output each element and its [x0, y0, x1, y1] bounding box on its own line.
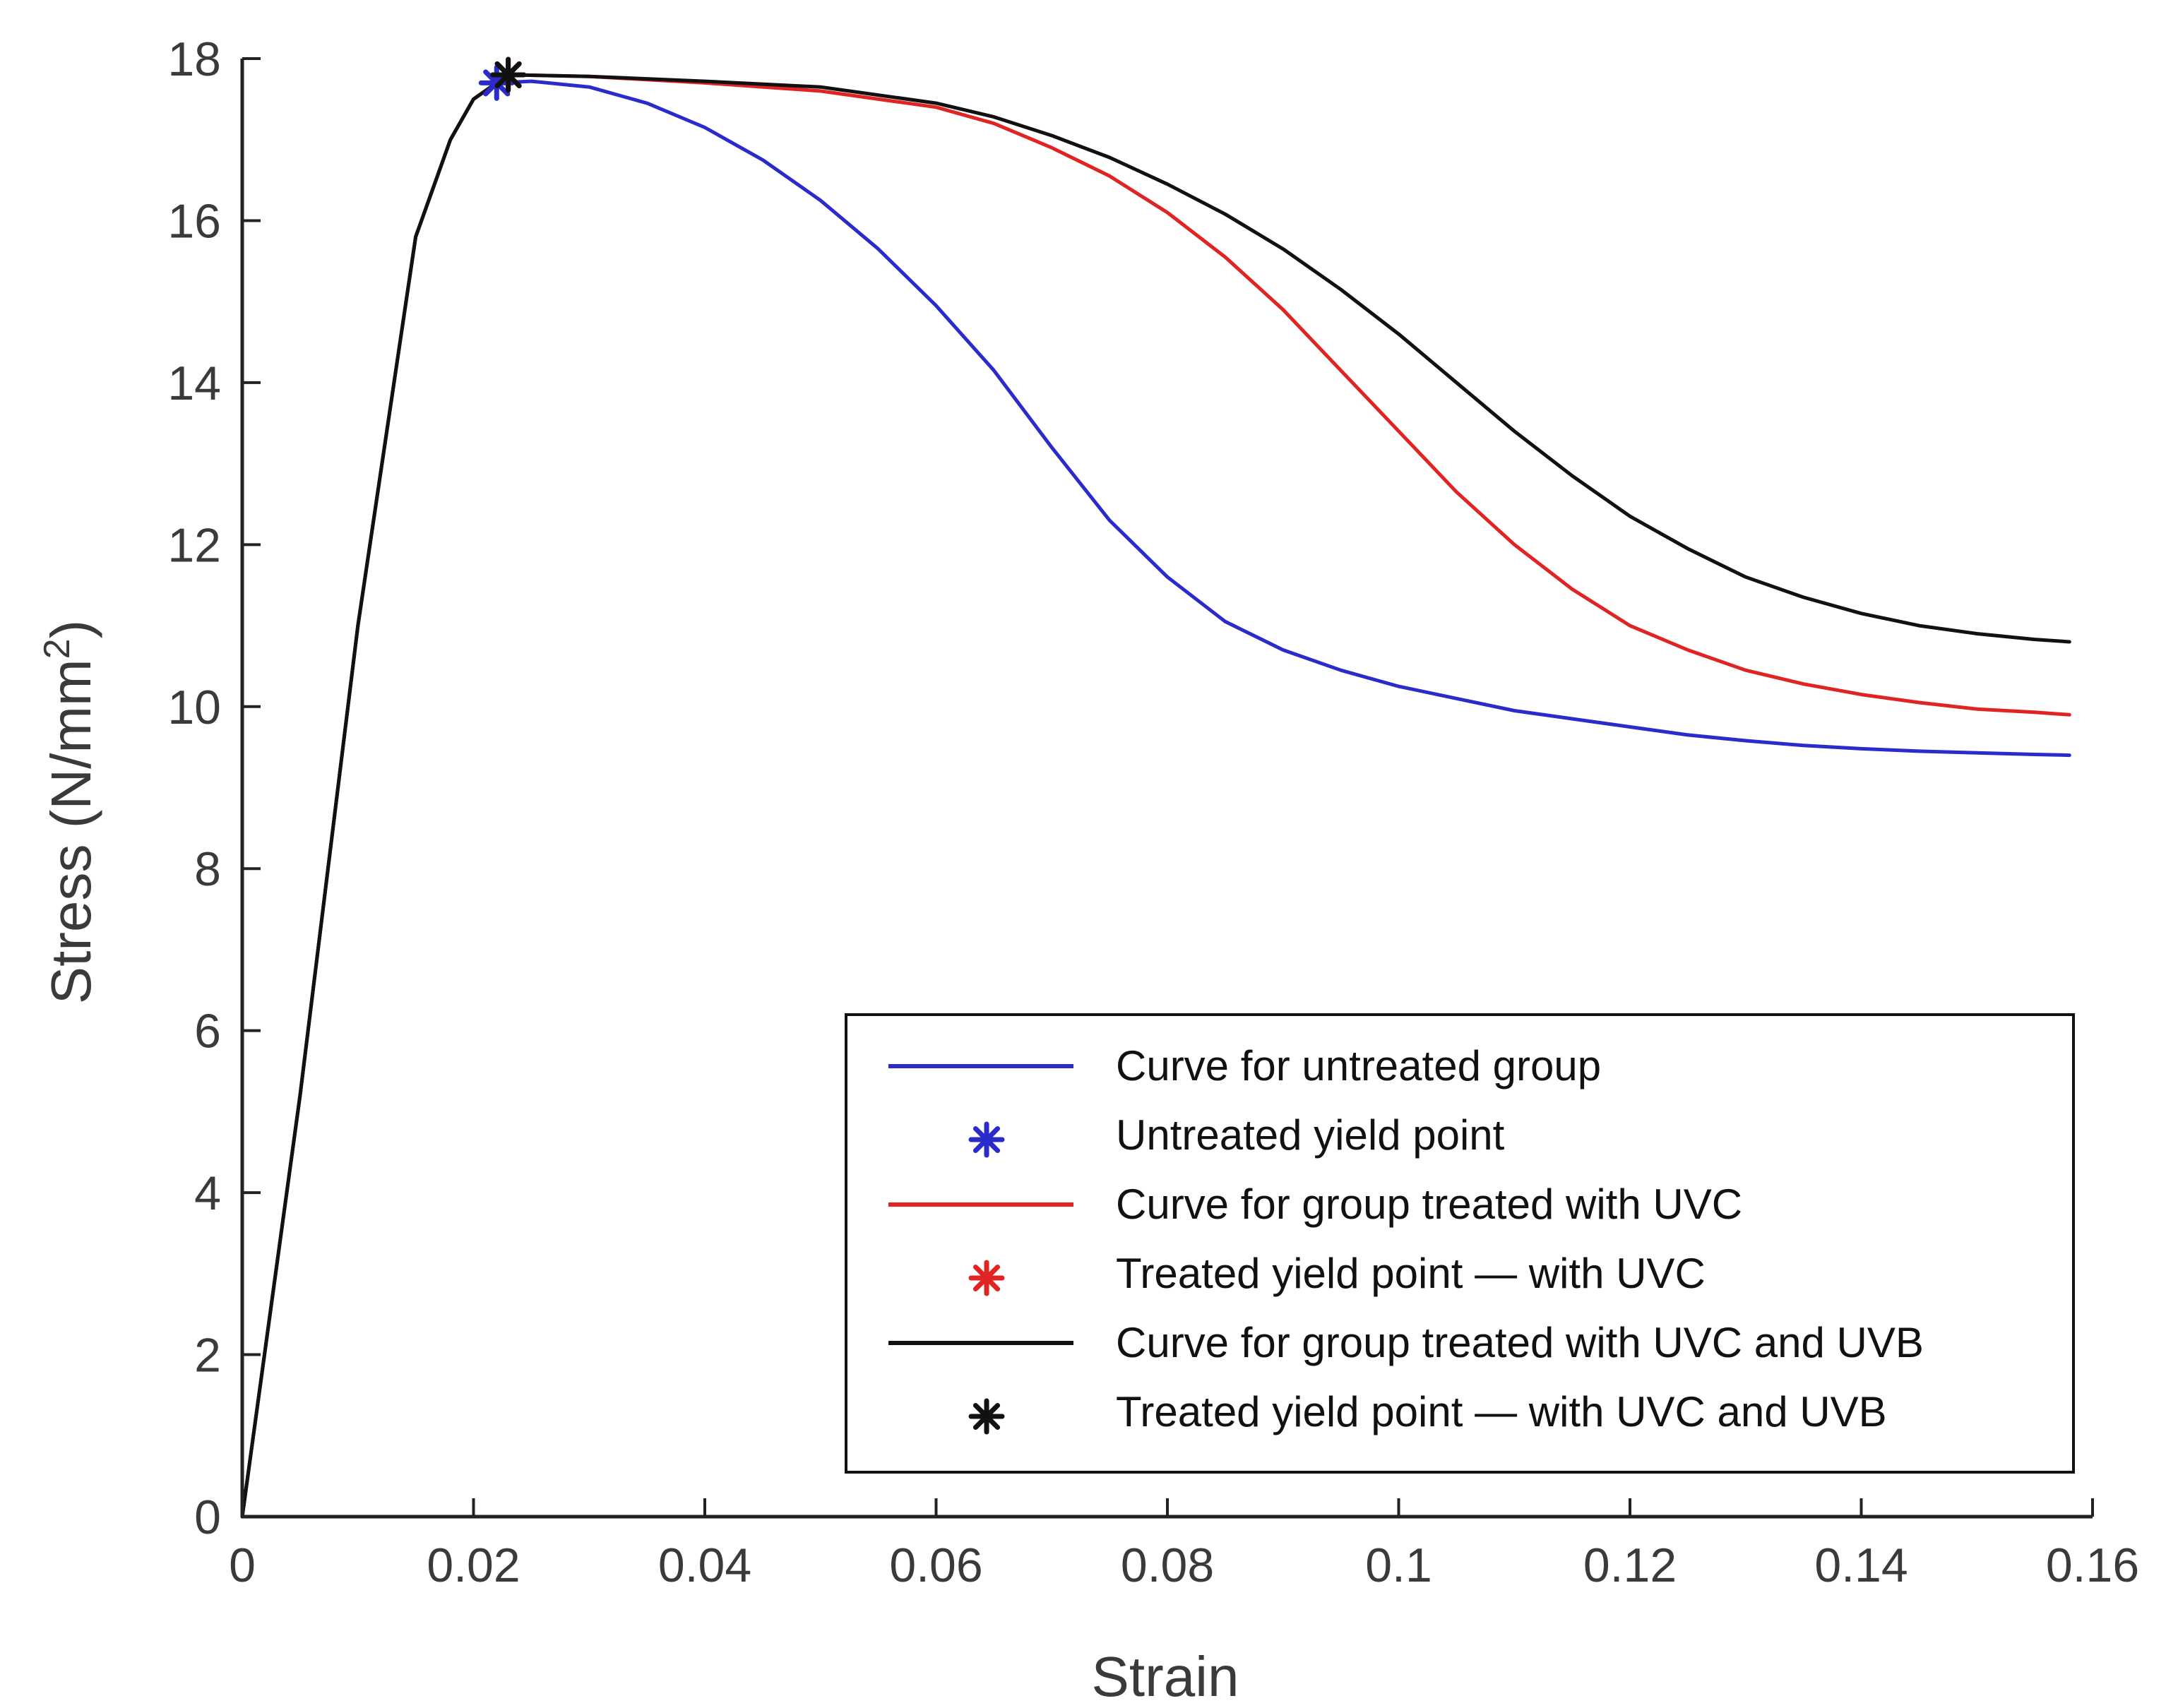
y-tick-label: 2 — [194, 1329, 221, 1382]
x-tick-label: 0.02 — [427, 1539, 520, 1592]
y-axis-label-superscript: 2 — [37, 638, 78, 659]
x-tick-label: 0.06 — [889, 1539, 982, 1592]
legend-entry-treated-yield-point-with-uvc-and-uvb: Treated yield point — with UVC and UVB — [968, 1388, 1887, 1435]
x-tick-label: 0.12 — [1583, 1539, 1677, 1592]
y-tick-label: 10 — [167, 681, 221, 734]
x-tick-label: 0.08 — [1121, 1539, 1214, 1592]
y-tick-label: 18 — [167, 32, 221, 86]
y-tick-label: 12 — [167, 518, 221, 572]
legend-entry-curve-for-untreated-group: Curve for untreated group — [888, 1042, 1601, 1089]
x-tick-label: 0.16 — [2046, 1539, 2139, 1592]
y-axis-label-main: Stress (N/mm — [40, 659, 102, 1004]
y-axis-label-end: ) — [40, 620, 102, 639]
tick-marks — [241, 57, 2094, 1518]
y-tick-label: 6 — [194, 1005, 221, 1058]
y-tick-label: 4 — [194, 1166, 221, 1220]
legend-label: Curve for group treated with UVC and UVB — [1116, 1319, 1924, 1366]
y-tick-label: 16 — [167, 194, 221, 248]
y-tick-label: 8 — [194, 842, 221, 896]
y-tick-label: 14 — [167, 357, 221, 410]
y-axis-label: Stress (N/mm2) — [37, 620, 102, 1004]
legend-entry-curve-for-group-treated-with-uvc-and-uvb: Curve for group treated with UVC and UVB — [888, 1319, 1924, 1366]
legend-entry-treated-yield-point-with-uvc: Treated yield point — with UVC — [968, 1250, 1706, 1297]
x-tick-label: 0 — [229, 1539, 256, 1592]
legend: Curve for untreated group Untreated yield… — [845, 1013, 2075, 1474]
legend-entry-curve-for-group-treated-with-uvc: Curve for group treated with UVC — [888, 1181, 1742, 1228]
x-tick-label: 0.04 — [658, 1539, 751, 1592]
x-axis-label: Strain — [1092, 1645, 1239, 1708]
legend-marker-swatch — [968, 1121, 1005, 1158]
legend-label: Untreated yield point — [1116, 1111, 1505, 1159]
plot-markers — [478, 56, 527, 101]
legend-label: Curve for untreated group — [1116, 1042, 1601, 1089]
y-tick-label: 0 — [194, 1491, 221, 1544]
legend-marker-swatch — [968, 1398, 1005, 1435]
tick-labels: 0 0.02 0.04 0.06 0.08 0.1 0.12 0.14 0.16 0 2 4 6 8 10 1… — [167, 32, 2139, 1592]
series-line-curve-for-group-treated-with-uvc-and-uvb — [240, 73, 2071, 1519]
x-tick-label: 0.1 — [1365, 1539, 1432, 1592]
legend-box — [845, 1013, 2075, 1474]
series-marker-treated-yield-point-with-uvc-and-uvb — [490, 56, 527, 93]
legend-label: Curve for group treated with UVC — [1116, 1181, 1742, 1228]
legend-marker-swatch — [968, 1260, 1005, 1296]
legend-entry-untreated-yield-point: Untreated yield point — [968, 1111, 1505, 1159]
legend-label: Treated yield point — with UVC — [1116, 1250, 1706, 1297]
x-tick-label: 0.14 — [1814, 1539, 1908, 1592]
legend-label: Treated yield point — with UVC and UVB — [1116, 1388, 1887, 1435]
